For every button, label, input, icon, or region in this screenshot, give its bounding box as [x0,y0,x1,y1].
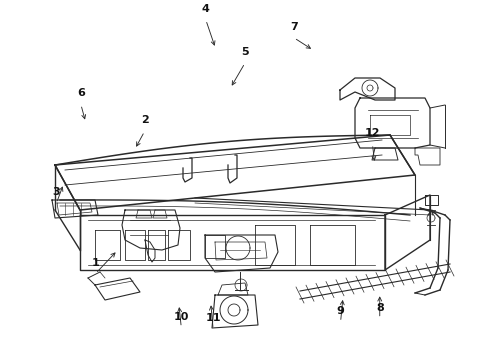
Text: 1: 1 [92,258,99,267]
Text: 9: 9 [337,306,344,316]
Text: 11: 11 [205,314,221,323]
Text: 8: 8 [376,303,384,312]
Text: 7: 7 [290,22,298,32]
Text: 2: 2 [141,116,148,125]
Text: 3: 3 [52,188,60,197]
Text: 5: 5 [241,47,249,57]
Text: 6: 6 [77,89,85,98]
Text: 12: 12 [365,128,380,138]
Text: 10: 10 [173,312,189,321]
Text: 4: 4 [202,4,210,14]
